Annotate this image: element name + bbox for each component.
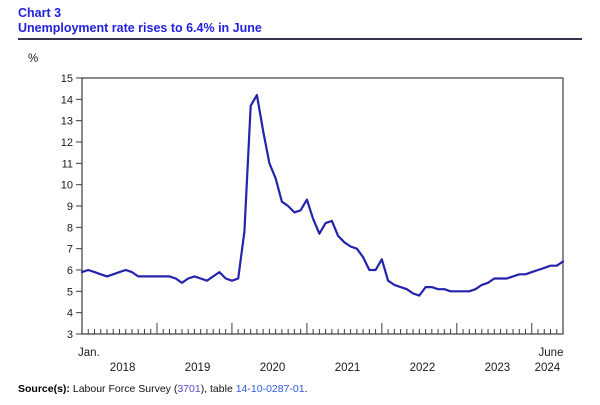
unemployment-rate-line xyxy=(80,93,565,297)
plot-frame xyxy=(81,77,564,335)
source-text-1: Labour Force Survey ( xyxy=(69,383,178,395)
y-tick-label: 11 xyxy=(62,158,73,170)
chart-header: Chart 3 Unemployment rate rises to 6.4% … xyxy=(18,6,262,36)
y-tick-label: 7 xyxy=(67,244,73,256)
source-text-3: . xyxy=(304,383,308,395)
y-tick-label: 3 xyxy=(67,329,73,341)
source-link-table[interactable]: 14-10-0287-01 xyxy=(235,383,305,395)
y-axis-unit-label: % xyxy=(28,53,38,65)
x-year-label: 2024 xyxy=(535,362,561,374)
y-tick-label: 13 xyxy=(61,116,73,128)
x-start-label: Jan. xyxy=(78,347,100,359)
x-year-label: 2020 xyxy=(260,362,286,374)
y-tick-label: 6 xyxy=(67,265,73,277)
y-tick-label: 12 xyxy=(61,137,73,149)
source-line: Source(s): Labour Force Survey (3701), t… xyxy=(18,383,308,395)
title-divider xyxy=(18,38,582,40)
chart-title: Unemployment rate rises to 6.4% in June xyxy=(18,21,262,35)
x-year-label: 2018 xyxy=(110,362,136,374)
source-text-2: ), table xyxy=(200,383,236,395)
source-prefix: Source(s): xyxy=(18,383,70,395)
x-end-label: June xyxy=(539,347,564,359)
x-year-label: 2023 xyxy=(485,362,511,374)
y-tick-label: 5 xyxy=(67,286,73,298)
source-link-3701[interactable]: 3701 xyxy=(177,383,201,395)
y-tick-label: 4 xyxy=(67,308,73,320)
y-tick-label: 9 xyxy=(67,201,73,213)
x-year-label: 2021 xyxy=(335,362,361,374)
chart-number: Chart 3 xyxy=(18,6,62,20)
x-year-label: 2019 xyxy=(185,362,211,374)
x-year-label: 2022 xyxy=(410,362,436,374)
y-tick-label: 8 xyxy=(67,222,73,234)
y-tick-label: 10 xyxy=(61,180,73,192)
y-tick-label: 15 xyxy=(61,73,73,85)
y-tick-label: 14 xyxy=(61,94,73,106)
